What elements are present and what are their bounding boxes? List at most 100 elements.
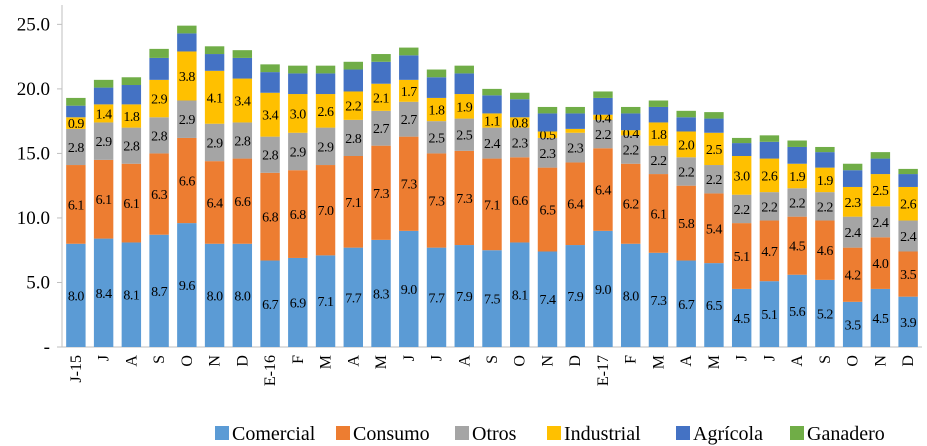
value-label: 7.9 (567, 290, 584, 305)
bar-segment (426, 153, 447, 248)
bar-segment (454, 94, 474, 119)
bar-segment (426, 121, 447, 154)
bar-segment (704, 263, 724, 347)
bar-segment (815, 192, 835, 221)
bar-segment (482, 158, 502, 251)
value-label: 8.7 (151, 285, 168, 300)
value-label: 3.5 (900, 268, 917, 283)
bar-segment (676, 117, 696, 132)
value-label: 8.0 (207, 289, 224, 304)
bar-segment (93, 159, 114, 239)
value-label: 7.7 (345, 291, 362, 306)
bar-segment (454, 150, 474, 246)
value-label: 7.1 (318, 295, 335, 310)
value-label: 7.1 (484, 198, 501, 213)
bar-segment (593, 148, 613, 231)
bar-segment (537, 113, 558, 132)
value-label: 2.2 (623, 144, 640, 159)
bar-segment (537, 131, 558, 138)
bar-segment (787, 146, 807, 164)
bar-segment (315, 94, 336, 128)
value-label: 0.5 (539, 129, 556, 144)
bar-segment (399, 79, 419, 102)
legend-swatch (215, 426, 229, 440)
y-tick-label: 25.0 (17, 14, 50, 35)
bar-segment (759, 192, 780, 221)
bar-segment (648, 252, 669, 347)
value-label: 5.1 (761, 308, 778, 323)
value-label: 3.8 (179, 70, 196, 85)
bar-segment (787, 163, 807, 189)
value-label: 2.2 (734, 203, 751, 218)
bar-segment (232, 78, 253, 123)
bar-segment (121, 85, 142, 105)
x-tick-label: S (484, 355, 501, 364)
value-label: 2.9 (290, 145, 307, 160)
bar-segment (482, 250, 502, 347)
bar-segment (315, 165, 336, 256)
bar-segment (593, 230, 613, 347)
value-label: 2.8 (151, 129, 168, 144)
value-label: 1.8 (429, 104, 446, 119)
value-label: 7.3 (429, 195, 446, 210)
bar-segment (204, 123, 225, 162)
value-label: 6.3 (151, 188, 168, 203)
bar-segment (510, 99, 530, 118)
x-tick-label: S (817, 355, 834, 364)
value-label: 4.5 (789, 240, 806, 255)
value-label: 2.2 (345, 100, 362, 115)
bar-segment (204, 161, 225, 244)
bar-segment (482, 127, 502, 159)
legend-label: Consumo (353, 423, 430, 445)
value-label: 6.6 (234, 195, 251, 210)
value-label: 8.1 (512, 289, 529, 304)
bar-segment (731, 288, 752, 347)
value-label: 2.8 (68, 141, 85, 156)
value-label: 2.5 (456, 129, 473, 144)
bar-segment (371, 110, 391, 146)
value-label: 2.3 (567, 142, 584, 157)
bar-segment (898, 296, 918, 347)
value-label: 7.7 (429, 291, 446, 306)
bar-segment (815, 220, 835, 280)
bar-segment (93, 87, 114, 105)
value-label: 1.8 (650, 128, 667, 143)
bar-segment (898, 251, 918, 297)
bar-segment (343, 247, 363, 347)
bar-segment (731, 223, 752, 289)
x-tick-label: D (900, 355, 917, 367)
x-tick-label: S (151, 355, 168, 364)
y-tick-label: - (44, 337, 50, 358)
value-label: 5.8 (678, 217, 695, 232)
bar-segment (565, 128, 585, 133)
value-label: 7.4 (539, 293, 556, 308)
value-label: 1.7 (401, 85, 418, 100)
bar-segment (121, 77, 142, 86)
y-tick-label: 20.0 (17, 79, 50, 100)
bar-segment (149, 79, 169, 118)
value-label: 0.4 (623, 127, 640, 142)
bar-segment (149, 57, 169, 80)
bar-segment (177, 223, 197, 347)
bar-segment (149, 234, 169, 347)
value-label: 7.3 (456, 192, 473, 207)
bar-segment (621, 130, 641, 136)
bar-segment (315, 73, 336, 95)
bar-segment (121, 127, 142, 164)
bar-segment (232, 158, 253, 244)
bar-segment (399, 230, 419, 347)
value-label: 2.4 (484, 137, 501, 152)
value-label: 6.8 (262, 211, 279, 226)
bar-segment (288, 132, 308, 171)
bar-segment (815, 146, 835, 153)
value-label: 2.4 (845, 226, 862, 241)
value-label: 6.4 (567, 198, 584, 213)
bar-segment (343, 61, 363, 70)
bar-segment (399, 47, 419, 56)
bar-segment (343, 69, 363, 92)
value-label: 2.8 (234, 135, 251, 150)
bar-segment (399, 55, 419, 80)
bar-segment (454, 118, 474, 151)
bar-segment (731, 137, 752, 144)
bar-segment (537, 167, 558, 252)
